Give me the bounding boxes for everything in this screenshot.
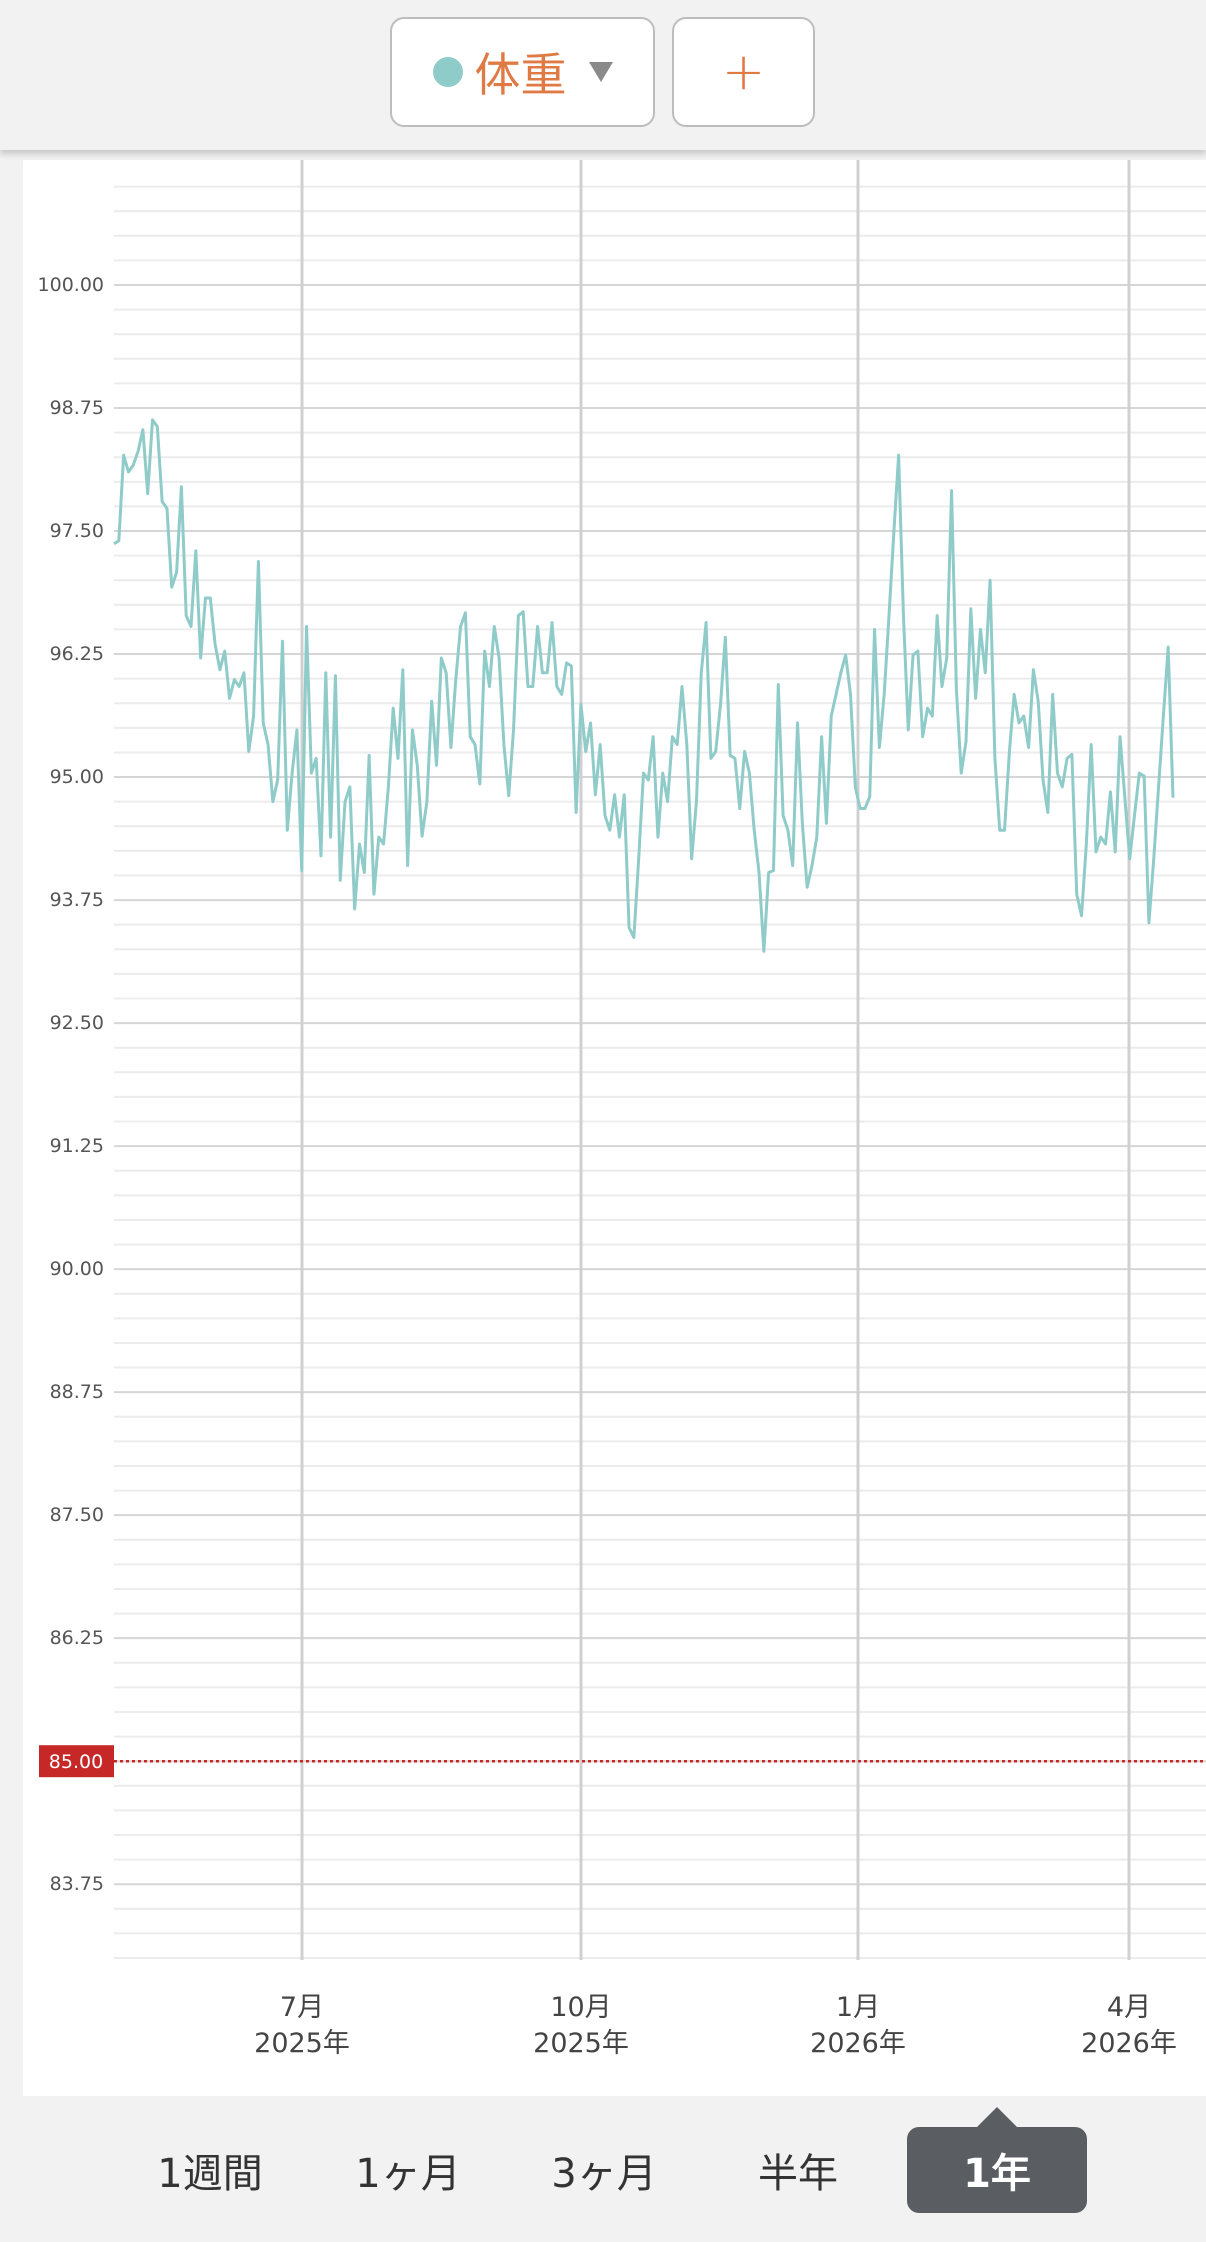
x-tick-year: 2025年 (254, 2028, 350, 2059)
y-tick-label: 86.25 (50, 1627, 104, 1649)
x-tick-month: 7月 (280, 1992, 324, 2023)
y-tick-label: 87.50 (50, 1504, 104, 1526)
top-bar: 体重 + (0, 0, 1206, 150)
y-tick-label: 92.50 (50, 1012, 104, 1034)
period-tab[interactable]: 1ヶ月 (355, 2151, 461, 2197)
target-label-box (39, 1745, 114, 1778)
y-tick-label: 91.25 (50, 1135, 104, 1157)
period-tab[interactable]: 1年 (907, 2107, 1087, 2213)
y-tick-label: 90.00 (50, 1258, 104, 1280)
x-tick-month: 10月 (550, 1992, 611, 2023)
y-tick-label: 83.75 (50, 1873, 104, 1895)
metric-label: 体重 (474, 48, 567, 102)
data-line (113, 418, 1175, 953)
y-tick-label: 93.75 (50, 889, 104, 911)
y-tick-label: 97.50 (50, 520, 104, 542)
y-tick-label: 96.25 (50, 643, 104, 665)
period-tab[interactable]: 3ヶ月 (551, 2151, 657, 2197)
target-label: 85.00 (49, 1751, 103, 1773)
x-tick-month: 4月 (1107, 1992, 1151, 2023)
y-tick-label: 88.75 (50, 1381, 104, 1403)
add-button[interactable]: + (672, 17, 815, 127)
series-color-dot (432, 57, 463, 87)
metric-selector[interactable]: 体重 (390, 17, 655, 127)
period-tab[interactable]: 1週間 (157, 2151, 263, 2197)
x-tick-year: 2026年 (1081, 2028, 1177, 2059)
x-tick-month: 1月 (836, 1992, 880, 2023)
x-tick-year: 2025年 (533, 2028, 629, 2059)
dropdown-arrow (588, 62, 613, 82)
period-tabs: 1週間 1ヶ月 3ヶ月 半年 1年 (0, 2107, 1206, 2242)
y-tick-label: 95.00 (50, 766, 104, 788)
y-tick-label: 98.75 (50, 397, 104, 419)
y-tick-label: 100.00 (38, 274, 104, 296)
period-tab[interactable]: 半年 (758, 2151, 838, 2197)
add-label: + (721, 42, 766, 102)
x-tick-year: 2026年 (810, 2028, 906, 2059)
